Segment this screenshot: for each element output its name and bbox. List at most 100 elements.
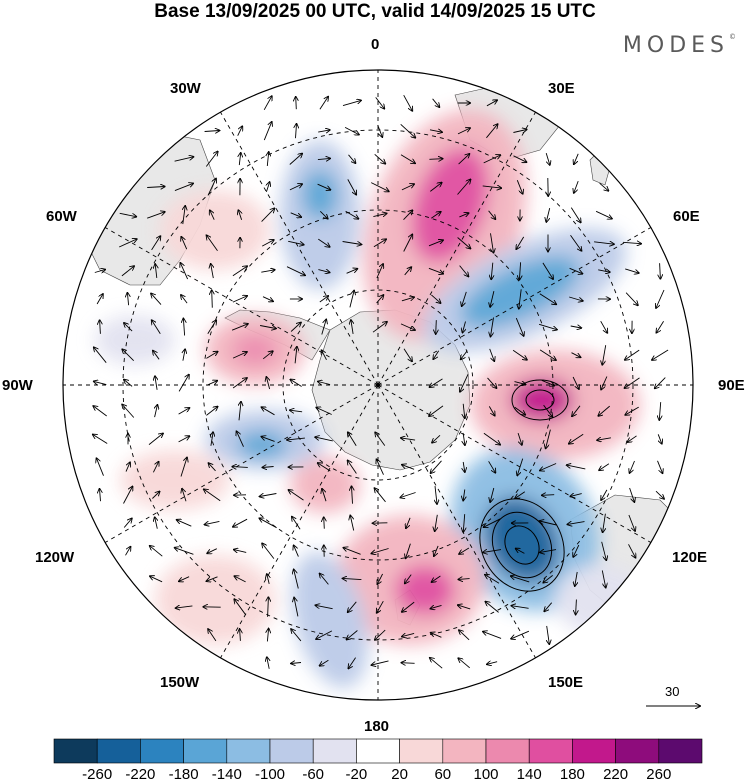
label-lon-30e: 30E (548, 80, 575, 97)
wind-arrow-66 (488, 210, 496, 219)
map-border (62, 69, 694, 701)
wind-arrow-196 (262, 407, 275, 416)
wind-arrow-72 (151, 236, 161, 251)
wind-arrow-101 (404, 267, 412, 276)
wind-arrow-81 (403, 235, 413, 252)
wind-arrow-264 (490, 487, 495, 502)
wind-arrow-272 (155, 517, 158, 529)
wind-arrow-200 (463, 403, 465, 418)
colorbar-tick-label: 100 (473, 766, 499, 783)
wind-arrow-177 (232, 378, 247, 389)
wind-arrow-305 (540, 550, 557, 553)
contours (479, 379, 569, 592)
wind-arrow-19 (486, 124, 497, 139)
label-lon-120e: 120E (672, 549, 708, 566)
wind-arrow-169 (602, 345, 607, 365)
wind-arrow-134 (152, 320, 161, 335)
wind-arrow-175 (178, 375, 189, 392)
wind-arrow-234 (232, 467, 248, 468)
wind-arrow-170 (625, 349, 640, 360)
contour-neg-120e-3 (504, 525, 540, 565)
wind-arrow-95 (232, 266, 247, 277)
colorbar-tick-label: 180 (559, 766, 585, 783)
wind-arrow-290 (125, 547, 131, 556)
wind-arrow-205 (598, 405, 610, 416)
wind-arrow-278 (324, 517, 325, 529)
wind-arrow-94 (211, 264, 214, 279)
wind-arrow-156 (183, 349, 185, 361)
wind-arrow-291 (150, 546, 163, 557)
wind-arrow-239 (377, 459, 384, 475)
anomaly-pos-atlantic-core (411, 147, 489, 263)
wind-arrow-337 (485, 602, 499, 613)
colorbar (53, 738, 703, 764)
wind-arrow-120 (349, 291, 354, 308)
wind-arrow-97 (286, 266, 305, 276)
wind-arrow-166 (512, 349, 527, 360)
wind-arrow-300 (406, 543, 411, 559)
wind-arrow-61 (345, 210, 359, 219)
wind-arrow-127 (539, 293, 556, 305)
label-lon-150e: 150E (548, 674, 584, 691)
wind-arrow-276 (259, 518, 277, 529)
wind-arrow-22 (205, 152, 217, 167)
wind-arrow-208 (93, 435, 108, 444)
wind-arrow-20 (513, 130, 526, 133)
wind-arrow-316 (343, 578, 362, 579)
wind-arrow-119 (319, 296, 328, 303)
wind-arrow-13 (318, 130, 330, 132)
wind-arrow-176 (206, 381, 217, 386)
wind-arrow-91 (121, 266, 134, 277)
wind-arrow-335 (431, 605, 442, 608)
wind-arrow-218 (375, 432, 386, 446)
wind-arrow-323 (543, 575, 553, 582)
colorbar-swatch-0 (53, 738, 98, 764)
wind-arrow-15 (377, 124, 383, 137)
wind-arrow-79 (342, 241, 362, 245)
contour-pos-90e-1 (511, 379, 569, 421)
label-lon-0: 0 (371, 36, 380, 53)
anomaly-neg-20w-core (302, 170, 338, 220)
wind-arrow-241 (431, 460, 442, 473)
wind-arrow-78 (318, 238, 329, 247)
wind-arrow-319 (432, 575, 441, 582)
wind-arrow-115 (212, 290, 213, 308)
colorbar-tick-label: 20 (391, 766, 408, 783)
colorbar-tick-label: -260 (82, 766, 113, 783)
contour-pos-90e-2 (525, 389, 555, 411)
wind-arrow-351 (483, 632, 502, 639)
wind-arrow-223 (517, 432, 522, 445)
colorbar-tick-label: -180 (168, 766, 199, 783)
wind-arrow-8 (486, 100, 497, 107)
wind-arrow-47 (457, 180, 471, 195)
wind-arrow-25 (289, 154, 302, 165)
wind-arrow-23 (239, 153, 240, 166)
wind-arrow-201 (488, 406, 494, 415)
wind-arrow-70 (595, 210, 612, 218)
wind-arrow-184 (514, 382, 526, 385)
wind-arrow-282 (435, 514, 438, 531)
wind-arrow-360 (430, 658, 443, 669)
wind-arrow-301 (434, 545, 439, 556)
wind-arrow-212 (211, 432, 213, 446)
wind-arrow-161 (322, 350, 327, 361)
contour-neg-120e-1 (479, 498, 565, 592)
wind-arrow-267 (570, 494, 582, 497)
wind-arrow-185 (541, 379, 554, 385)
wind-arrow-243 (488, 461, 496, 472)
wind-arrow-149 (570, 326, 582, 328)
wind-arrow-279 (350, 516, 355, 531)
wind-arrow-344 (291, 629, 302, 642)
wind-arrow-77 (288, 240, 304, 244)
wind-arrow-63 (403, 210, 413, 221)
wind-arrow-289 (628, 514, 635, 531)
label-lon-90w: 90W (2, 377, 33, 394)
wind-arrow-89 (622, 242, 641, 243)
wind-arrow-82 (428, 240, 443, 247)
wind-arrow-352 (511, 630, 530, 639)
wind-arrow-353 (547, 625, 550, 644)
wind-arrow-181 (430, 378, 443, 387)
wind-arrow-348 (402, 633, 415, 636)
wind-arrow-124 (462, 291, 467, 306)
wind-arrow-249 (657, 460, 663, 473)
